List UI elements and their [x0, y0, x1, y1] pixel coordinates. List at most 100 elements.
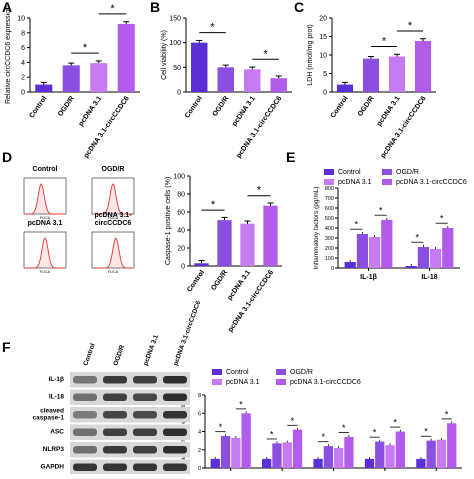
y-tick-label: 8	[198, 393, 201, 399]
blot-band	[73, 463, 97, 471]
bar	[244, 69, 261, 92]
y-tick-label: 0	[323, 90, 327, 97]
sig-star: *	[440, 214, 444, 224]
sig-star: *	[239, 399, 243, 409]
blot-band	[163, 428, 187, 436]
y-axis-label: LDH (nmol/mg prot)	[307, 24, 314, 85]
sig-star: *	[83, 42, 88, 54]
bar	[90, 63, 108, 92]
panel-label-a: A	[2, 0, 12, 15]
blot-lane-label: Control	[82, 342, 97, 366]
bar	[417, 247, 429, 268]
blot-row-label: GAPDH	[41, 464, 65, 471]
x-tick-label: pcDNA 3.1-circCCDC6	[380, 95, 428, 159]
histogram-x-label: FLICA	[108, 270, 119, 274]
sig-star: *	[110, 3, 115, 15]
western-blot: Control OGD/R pcDNA 3.1 pcDNA 3.1-circCCDC6…	[33, 300, 202, 475]
sig-star: *	[211, 199, 216, 211]
legend-label: pcDNA 3.1-circCCDC6	[396, 179, 467, 186]
legend-swatch	[382, 169, 392, 175]
blot-band	[163, 411, 187, 419]
bar	[62, 65, 80, 92]
panel-label-f: F	[2, 339, 11, 355]
blot-band	[133, 393, 157, 401]
histogram-curve	[26, 183, 64, 215]
blot-band	[73, 446, 97, 454]
panel-label-b: B	[150, 0, 160, 15]
histogram-title: circCCDC6	[95, 220, 132, 227]
bar	[240, 223, 255, 266]
blot-row-label: IL-1β	[48, 376, 64, 383]
x-tick-label: OGD/R	[211, 95, 230, 118]
legend-swatch	[276, 369, 286, 375]
blot-band	[103, 446, 127, 454]
histogram-frame	[23, 177, 67, 215]
blot-strip	[70, 459, 190, 475]
histogram-x-label: FLICA	[40, 216, 51, 220]
histogram-title: pcDNA 3.1	[28, 220, 63, 227]
bar	[388, 56, 406, 92]
x-tick-label: Control	[184, 95, 204, 119]
y-tick-label: 800	[325, 186, 334, 192]
bar	[442, 228, 454, 268]
x-tick-label: Control	[330, 95, 350, 119]
blot-band	[73, 428, 97, 436]
panel-e: 0 100 200 300 400 500 600 700 800 * * IL-1β * * IL-18 I…	[313, 169, 467, 281]
bar	[405, 266, 417, 268]
histogram-title: pcDNA 3.1-	[94, 212, 132, 219]
blot-band	[133, 376, 157, 384]
y-tick-label: 0	[21, 90, 25, 97]
y-tick-label: 0	[198, 466, 201, 472]
y-axis-label: Inflammatory factors (pg/mL)	[313, 186, 320, 269]
y-tick-label: 0	[177, 90, 181, 97]
legend-label: pcDNA 3.1	[338, 179, 372, 186]
histogram-x-label: FLICA	[40, 270, 51, 274]
bar	[35, 84, 53, 92]
blot-row-label: cleaved	[40, 408, 64, 415]
bar	[430, 249, 442, 268]
y-tick-label: 40	[177, 228, 185, 235]
legend-label: Control	[338, 169, 361, 176]
y-tick-label: 100	[173, 174, 185, 181]
histogram-curve	[94, 237, 132, 269]
x-tick-label: OGD/R	[210, 269, 229, 292]
bar	[270, 78, 287, 92]
y-tick-label: 80	[177, 192, 185, 199]
y-tick-label: 700	[325, 196, 334, 202]
blot-band	[73, 411, 97, 419]
x-tick-label: IL-18	[421, 274, 437, 281]
y-tick-label: 4	[21, 60, 25, 67]
y-tick-label: 8	[21, 30, 25, 37]
bar	[194, 263, 209, 266]
x-tick-label: Control	[28, 95, 48, 119]
legend-swatch	[382, 179, 392, 185]
blot-band	[103, 393, 127, 401]
blot-band	[103, 463, 127, 471]
y-tick-label: 20	[177, 246, 185, 253]
y-tick-label: 200	[325, 246, 334, 252]
legend-label: Control	[226, 369, 249, 376]
blot-band	[133, 428, 157, 436]
sig-star: *	[393, 418, 397, 428]
bar	[447, 423, 457, 468]
blot-band	[103, 428, 127, 436]
blot-row-label: caspase-1	[33, 415, 65, 422]
panel-label-c: C	[294, 0, 304, 15]
blot-band	[163, 393, 187, 401]
y-tick-label: 400	[325, 226, 334, 232]
x-tick-label: OGD/R	[357, 95, 376, 118]
y-tick-label: 100	[169, 40, 181, 47]
legend-label: OGD/R	[290, 369, 313, 376]
y-tick-label: 150	[169, 16, 181, 23]
x-tick-label: pcDNA 3.1	[231, 95, 257, 128]
sig-star: *	[382, 35, 387, 47]
x-tick-label: pcDNA 3.1	[78, 95, 104, 128]
histogram-title: OGD/R	[102, 166, 125, 173]
sig-star: *	[219, 422, 223, 432]
histogram-x-label: FLICA	[108, 216, 119, 220]
blot-strip	[70, 372, 190, 388]
histogram-title: Control	[33, 166, 58, 173]
